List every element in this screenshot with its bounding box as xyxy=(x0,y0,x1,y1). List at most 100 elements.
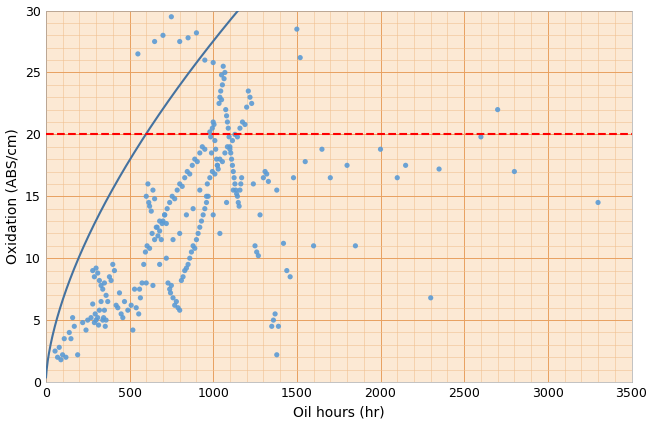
Point xyxy=(270,311,280,317)
Point xyxy=(185,170,195,177)
Point xyxy=(183,261,193,268)
Point xyxy=(154,261,165,268)
Point xyxy=(168,295,178,301)
Point xyxy=(215,88,226,94)
Point xyxy=(165,199,175,206)
Point xyxy=(285,273,295,280)
Point xyxy=(212,162,223,169)
Point xyxy=(140,249,151,255)
Point xyxy=(295,54,306,61)
Point xyxy=(223,125,234,132)
Point xyxy=(103,298,113,305)
Point xyxy=(232,133,243,140)
Point xyxy=(78,319,88,326)
Point xyxy=(158,218,168,224)
Point xyxy=(90,311,101,317)
Point xyxy=(111,302,121,309)
Point xyxy=(272,351,282,358)
Point xyxy=(221,106,231,113)
Point xyxy=(217,158,228,165)
Point xyxy=(266,323,277,330)
Point xyxy=(176,277,187,284)
Point xyxy=(228,187,238,193)
Point xyxy=(248,181,259,187)
Point xyxy=(263,178,274,185)
Point xyxy=(106,277,116,284)
Point xyxy=(260,168,270,175)
Point xyxy=(188,242,199,249)
Point xyxy=(325,174,336,181)
Point xyxy=(89,273,100,280)
Point xyxy=(82,317,93,323)
Point xyxy=(118,314,128,321)
Point xyxy=(101,292,111,299)
Point xyxy=(218,63,229,70)
Point xyxy=(224,133,234,140)
Point xyxy=(96,282,106,289)
Point xyxy=(308,242,319,249)
Point xyxy=(131,304,142,311)
Point xyxy=(272,187,282,193)
Point xyxy=(138,261,149,268)
Point xyxy=(216,71,227,78)
Point xyxy=(209,121,219,128)
Point xyxy=(475,133,486,140)
Point xyxy=(89,319,100,326)
Point xyxy=(210,170,220,177)
Point xyxy=(174,230,185,237)
Point xyxy=(593,199,603,206)
Point xyxy=(133,51,143,57)
Point xyxy=(88,300,98,307)
Point xyxy=(236,174,247,181)
Point xyxy=(189,156,200,162)
Point xyxy=(157,220,167,227)
Point xyxy=(148,282,158,289)
Point xyxy=(207,125,217,132)
Point xyxy=(112,304,123,311)
Point xyxy=(227,156,237,162)
Point xyxy=(153,232,163,239)
Point xyxy=(180,267,190,274)
Point xyxy=(123,307,133,314)
X-axis label: Oil hours (hr): Oil hours (hr) xyxy=(293,405,385,419)
Point xyxy=(434,166,444,173)
Point xyxy=(186,249,197,255)
Point xyxy=(154,227,165,234)
Point xyxy=(231,190,242,197)
Point xyxy=(215,94,225,101)
Point xyxy=(215,156,225,162)
Point xyxy=(99,314,109,321)
Point xyxy=(222,143,232,150)
Point xyxy=(170,302,180,309)
Point xyxy=(204,128,215,135)
Point xyxy=(268,317,279,323)
Point xyxy=(253,252,264,259)
Point xyxy=(210,146,221,153)
Point xyxy=(156,236,167,243)
Point xyxy=(198,212,208,218)
Point xyxy=(183,34,193,41)
Point xyxy=(221,199,232,206)
Point xyxy=(204,174,215,181)
Point xyxy=(52,354,63,361)
Point xyxy=(251,249,262,255)
Point xyxy=(197,143,208,150)
Point xyxy=(158,32,168,39)
Point xyxy=(227,137,238,144)
Point xyxy=(187,162,197,169)
Point xyxy=(219,75,229,82)
Point xyxy=(91,265,101,272)
Point xyxy=(59,335,69,342)
Point xyxy=(144,199,154,206)
Point xyxy=(214,100,224,107)
Point xyxy=(288,174,298,181)
Point xyxy=(152,224,163,231)
Point xyxy=(93,270,103,277)
Point xyxy=(129,286,140,292)
Point xyxy=(180,174,190,181)
Point xyxy=(64,329,74,336)
Point xyxy=(108,261,118,268)
Point xyxy=(182,168,193,175)
Point xyxy=(163,280,173,286)
Point xyxy=(229,174,239,181)
